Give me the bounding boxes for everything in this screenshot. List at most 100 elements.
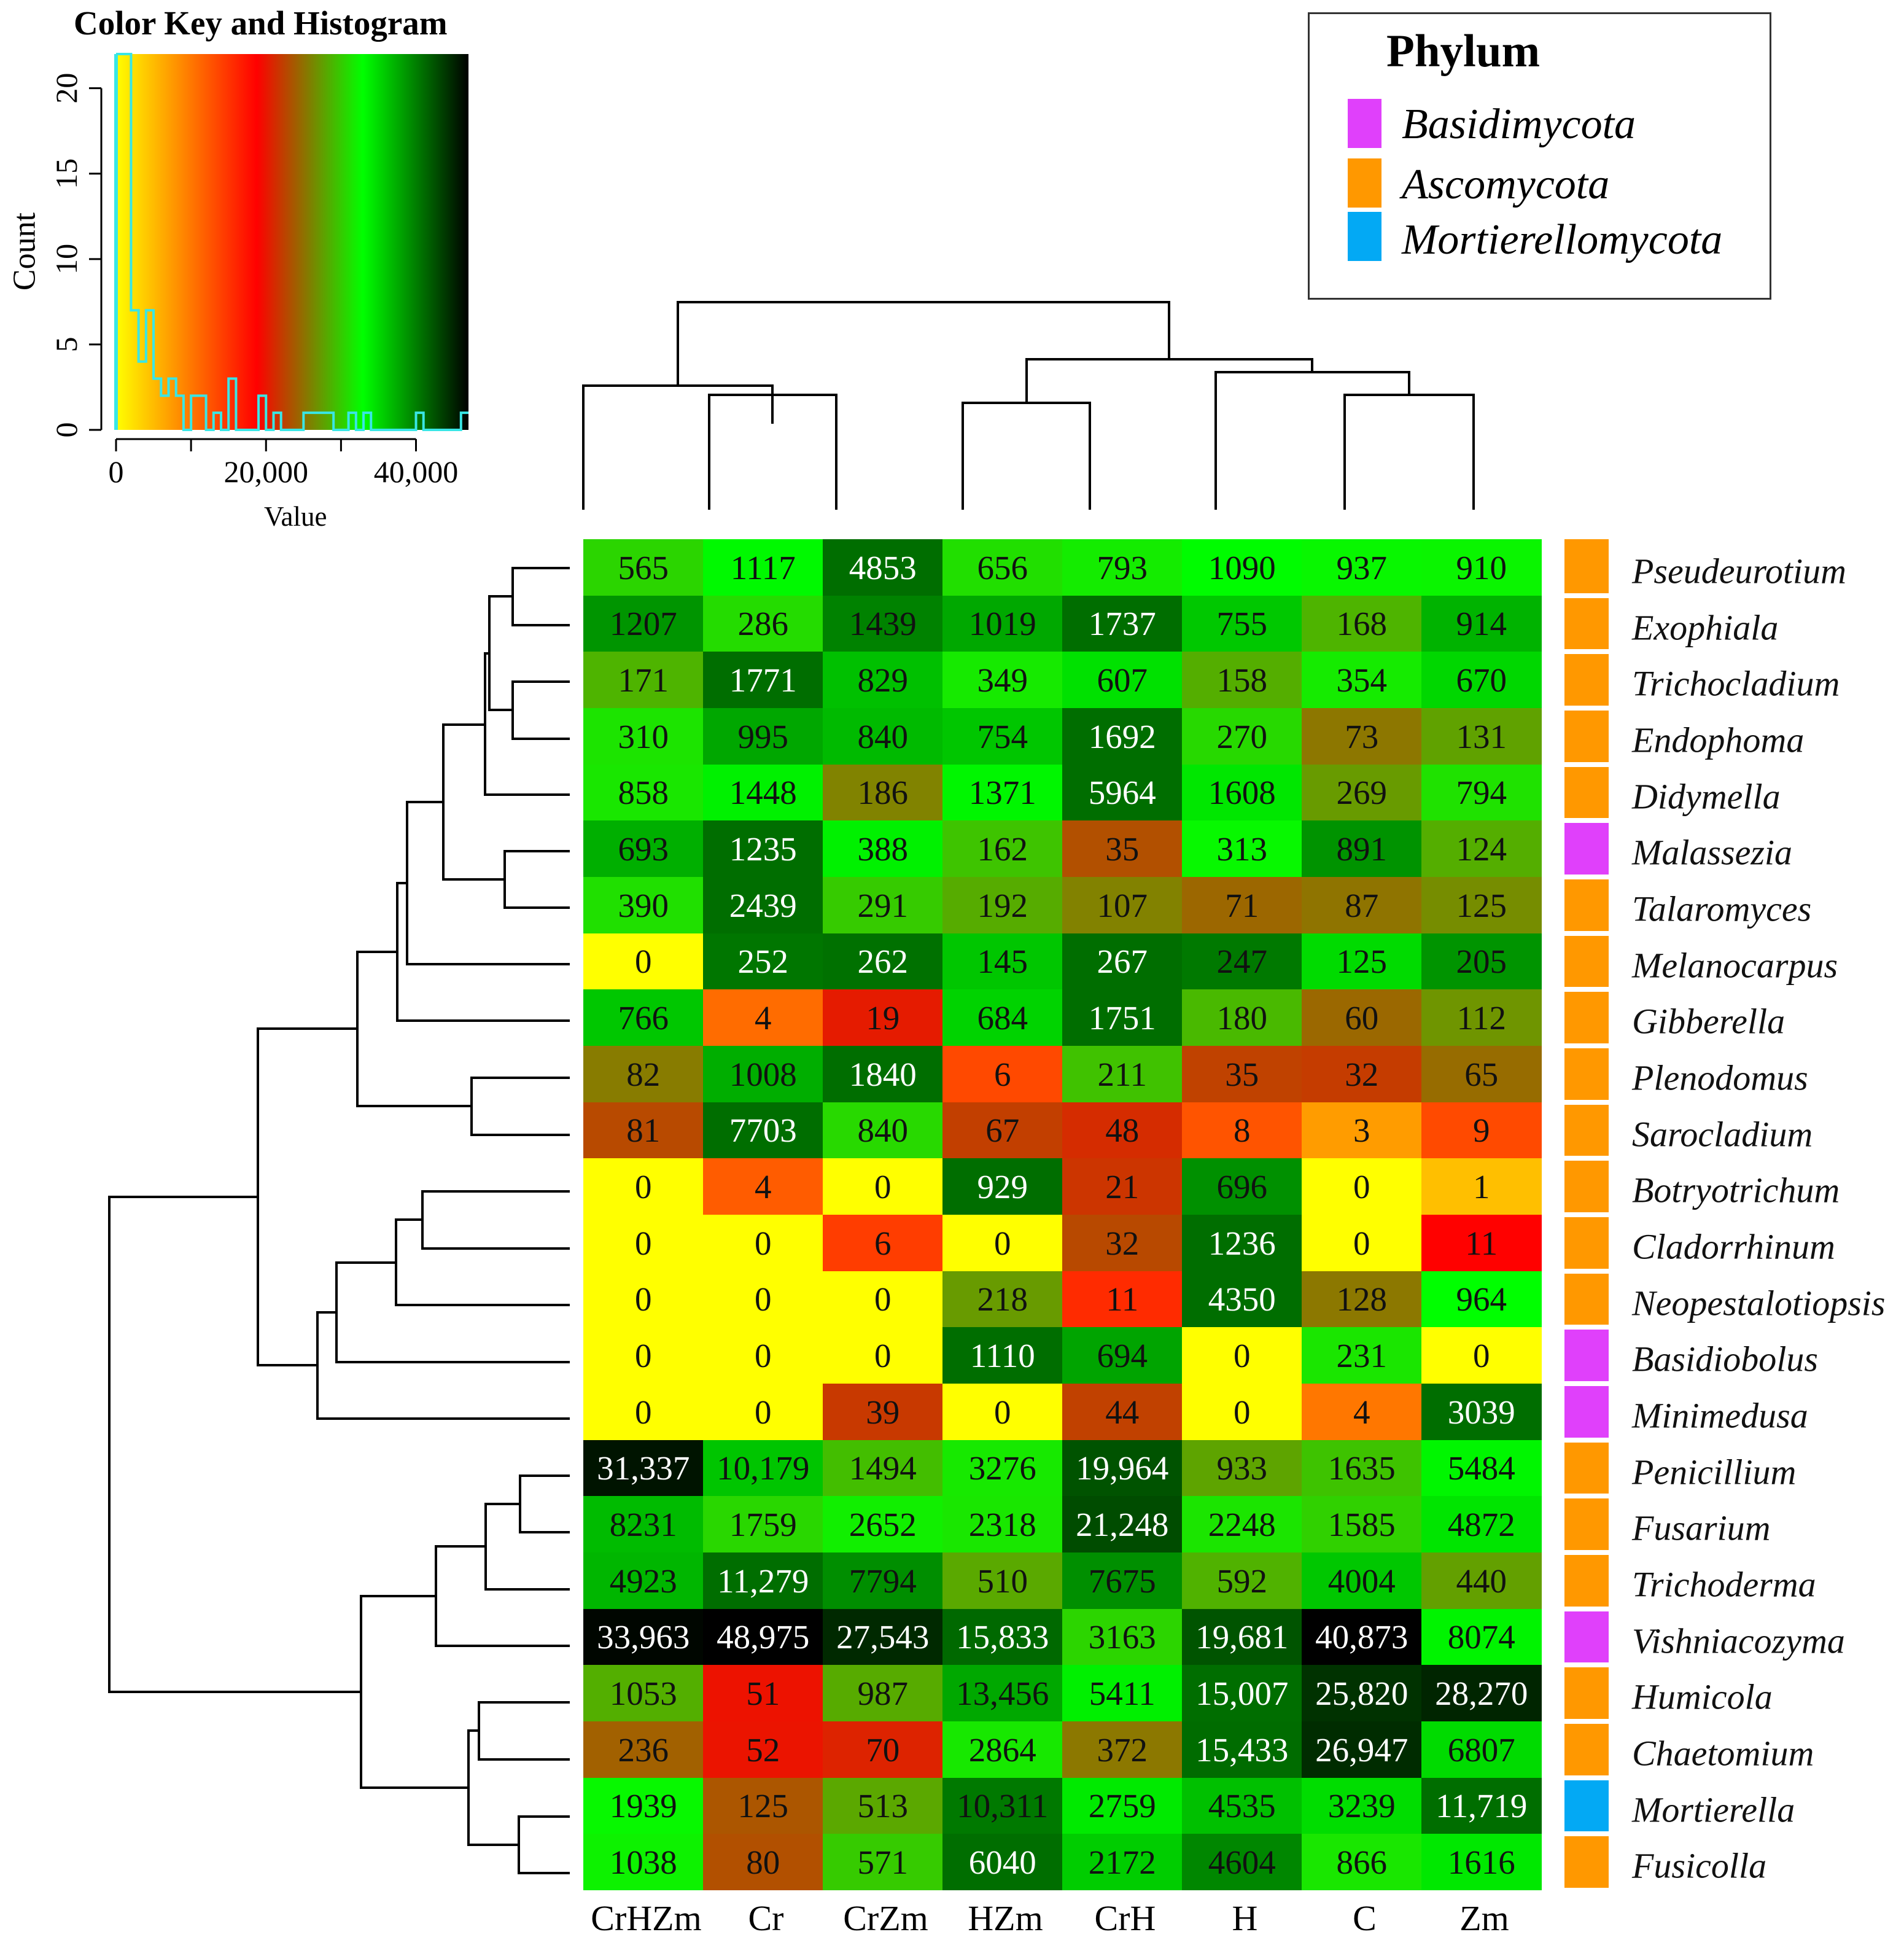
heatmap-cell: 1235 (703, 820, 823, 878)
heatmap-cell: 19,964 (1062, 1439, 1183, 1497)
heatmap-cell: 754 (942, 708, 1063, 765)
heatmap-cell: 21,248 (1062, 1496, 1183, 1553)
heatmap-cell: 4004 (1302, 1552, 1422, 1610)
heatmap-cell: 15,833 (942, 1608, 1063, 1665)
row-label: Fusarium (1632, 1508, 1771, 1548)
heatmap-cell: 11 (1062, 1271, 1183, 1328)
row-label: Gibberella (1632, 1001, 1785, 1042)
row-label: Cladorrhinum (1632, 1226, 1835, 1267)
heatmap-cell: 48 (1062, 1102, 1183, 1159)
phylum-bar-segment (1564, 539, 1609, 593)
heatmap-row: 1939 125 513 10,311 2759 4535 3239 11,719 (583, 1777, 1542, 1834)
heatmap-row: 1053 51 987 13,456 5411 15,007 25,820 28,270 (583, 1665, 1542, 1722)
heatmap-cell: 48,975 (703, 1608, 823, 1665)
heatmap-cell: 840 (823, 708, 943, 765)
heatmap-cell: 31,337 (583, 1439, 704, 1497)
heatmap-cell: 0 (583, 1327, 704, 1384)
heatmap-cell: 1038 (583, 1834, 704, 1891)
phylum-bar-segment (1564, 1611, 1609, 1663)
heatmap-cell: 1 (1421, 1158, 1542, 1215)
row-label: Vishniacozyma (1632, 1621, 1845, 1661)
heatmap-cell: 0 (1302, 1215, 1422, 1272)
phylum-bar-segment (1564, 1836, 1609, 1888)
heatmap-cell: 1008 (703, 1046, 823, 1103)
heatmap-cell: 891 (1302, 820, 1422, 878)
heatmap-cell: 1207 (583, 595, 704, 652)
phylum-bar-segment (1564, 1780, 1609, 1832)
heatmap-cell: 158 (1182, 652, 1302, 709)
heatmap-cell: 607 (1062, 652, 1183, 709)
heatmap-row: 236 52 70 2864 372 15,433 26,947 6807 (583, 1721, 1542, 1778)
heatmap-row: 82 1008 1840 6 211 35 32 65 (583, 1046, 1542, 1103)
color-key-x-tick-label: 0 (109, 454, 124, 489)
heatmap-cell: 4350 (1182, 1271, 1302, 1328)
phylum-bar-segment (1564, 1104, 1609, 1156)
heatmap-cell: 35 (1062, 820, 1183, 878)
heatmap-cell: 65 (1421, 1046, 1542, 1103)
heatmap-cell: 26,947 (1302, 1721, 1422, 1778)
heatmap-cell: 2864 (942, 1721, 1063, 1778)
heatmap-cell: 1840 (823, 1046, 943, 1103)
heatmap-cell: 51 (703, 1665, 823, 1722)
heatmap-cell: 87 (1302, 877, 1422, 934)
heatmap-cell: 513 (823, 1777, 943, 1834)
heatmap-cell: 32 (1302, 1046, 1422, 1103)
row-label: Endophoma (1632, 720, 1805, 760)
heatmap-cell: 19,681 (1182, 1608, 1302, 1665)
heatmap-cell: 1090 (1182, 539, 1302, 596)
heatmap-cell: 565 (583, 539, 704, 596)
heatmap-cell: 10,311 (942, 1777, 1063, 1834)
heatmap-cell: 145 (942, 933, 1063, 990)
heatmap-cell: 125 (1421, 877, 1542, 934)
legend-label-ascomycota: Ascomycota (1402, 161, 1610, 208)
heatmap-cell: 349 (942, 652, 1063, 709)
heatmap-cell: 929 (942, 1158, 1063, 1215)
heatmap-cell: 964 (1421, 1271, 1542, 1328)
heatmap-cell: 33,963 (583, 1608, 704, 1665)
heatmap-cell: 4 (1302, 1384, 1422, 1441)
heatmap-cell: 52 (703, 1721, 823, 1778)
heatmap-cell: 0 (1302, 1158, 1422, 1215)
color-key-y-tick-label: 15 (49, 158, 84, 189)
phylum-bar-segment (1564, 1724, 1609, 1775)
column-label: H (1232, 1898, 1258, 1938)
heatmap-cell: 793 (1062, 539, 1183, 596)
row-label: Talaromyces (1632, 889, 1812, 929)
heatmap-cell: 1236 (1182, 1215, 1302, 1272)
heatmap-cell: 171 (583, 652, 704, 709)
heatmap-cell: 28,270 (1421, 1665, 1542, 1722)
phylum-bar-segment (1564, 1442, 1609, 1494)
heatmap-cell: 192 (942, 877, 1063, 934)
heatmap-cell: 1053 (583, 1665, 704, 1722)
heatmap-cell: 995 (703, 708, 823, 765)
heatmap-cell: 180 (1182, 989, 1302, 1046)
heatmap-cell: 1692 (1062, 708, 1183, 765)
heatmap-cell: 128 (1302, 1271, 1422, 1328)
heatmap-cell: 1759 (703, 1496, 823, 1553)
heatmap-grid: 565 1117 4853 656 793 1090 937 910 1207 286 1439 10… (583, 539, 1542, 1891)
heatmap-cell: 592 (1182, 1552, 1302, 1610)
heatmap-cell: 2172 (1062, 1834, 1183, 1891)
heatmap-cell: 571 (823, 1834, 943, 1891)
heatmap-cell: 3163 (1062, 1608, 1183, 1665)
heatmap-cell: 267 (1062, 933, 1183, 990)
heatmap-cell: 1939 (583, 1777, 704, 1834)
heatmap-cell: 755 (1182, 595, 1302, 652)
heatmap-cell: 0 (942, 1215, 1063, 1272)
row-label: Penicillium (1632, 1452, 1797, 1492)
heatmap-cell: 2439 (703, 877, 823, 934)
heatmap-cell: 0 (703, 1384, 823, 1441)
row-label: Minimedusa (1632, 1395, 1808, 1436)
heatmap-row: 0 4 0 929 21 696 0 1 (583, 1158, 1542, 1215)
heatmap-cell: 829 (823, 652, 943, 709)
heatmap-row: 310 995 840 754 1692 270 73 131 (583, 708, 1542, 765)
heatmap-cell: 231 (1302, 1327, 1422, 1384)
phylum-bar-segment (1564, 711, 1609, 762)
heatmap-row: 0 252 262 145 267 247 125 205 (583, 933, 1542, 990)
heatmap-cell: 6807 (1421, 1721, 1542, 1778)
column-dendrogram (582, 301, 1475, 510)
heatmap-cell: 71 (1182, 877, 1302, 934)
heatmap-cell: 1616 (1421, 1834, 1542, 1891)
heatmap-cell: 0 (703, 1327, 823, 1384)
